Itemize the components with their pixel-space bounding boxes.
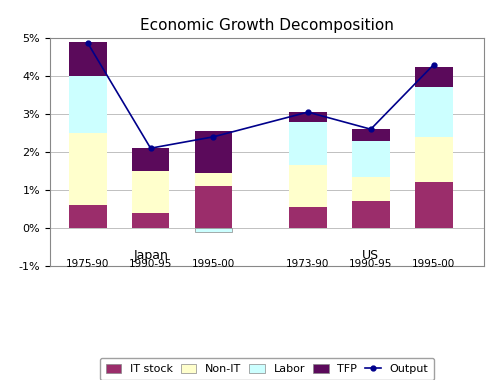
Bar [195, 173, 233, 186]
Bar [352, 201, 390, 228]
Bar [69, 76, 106, 133]
Bar [195, 131, 233, 173]
Text: US: US [362, 249, 379, 262]
Text: 1995-00: 1995-00 [412, 259, 455, 269]
Bar [69, 42, 106, 76]
Text: 1975-90: 1975-90 [66, 259, 109, 269]
Text: Japan: Japan [133, 249, 168, 262]
Bar [69, 133, 106, 205]
Text: 1995-00: 1995-00 [192, 259, 235, 269]
Bar [195, 186, 233, 228]
Bar [132, 213, 170, 228]
Text: 1990-95: 1990-95 [129, 259, 172, 269]
Text: 1990-95: 1990-95 [349, 259, 393, 269]
Bar [415, 182, 453, 228]
Bar [352, 129, 390, 141]
Legend: IT stock, Non-IT, Labor, TFP, Output: IT stock, Non-IT, Labor, TFP, Output [100, 358, 434, 380]
Bar [415, 137, 453, 182]
Bar [132, 171, 170, 213]
Bar [415, 66, 453, 87]
Bar [289, 207, 327, 228]
Bar [69, 205, 106, 228]
Bar [415, 87, 453, 137]
Bar [289, 165, 327, 207]
Bar [195, 228, 233, 232]
Title: Economic Growth Decomposition: Economic Growth Decomposition [140, 17, 394, 33]
Text: 1973-90: 1973-90 [286, 259, 329, 269]
Bar [289, 122, 327, 165]
Bar [352, 177, 390, 201]
Bar [289, 112, 327, 122]
Bar [132, 148, 170, 171]
Bar [352, 141, 390, 177]
